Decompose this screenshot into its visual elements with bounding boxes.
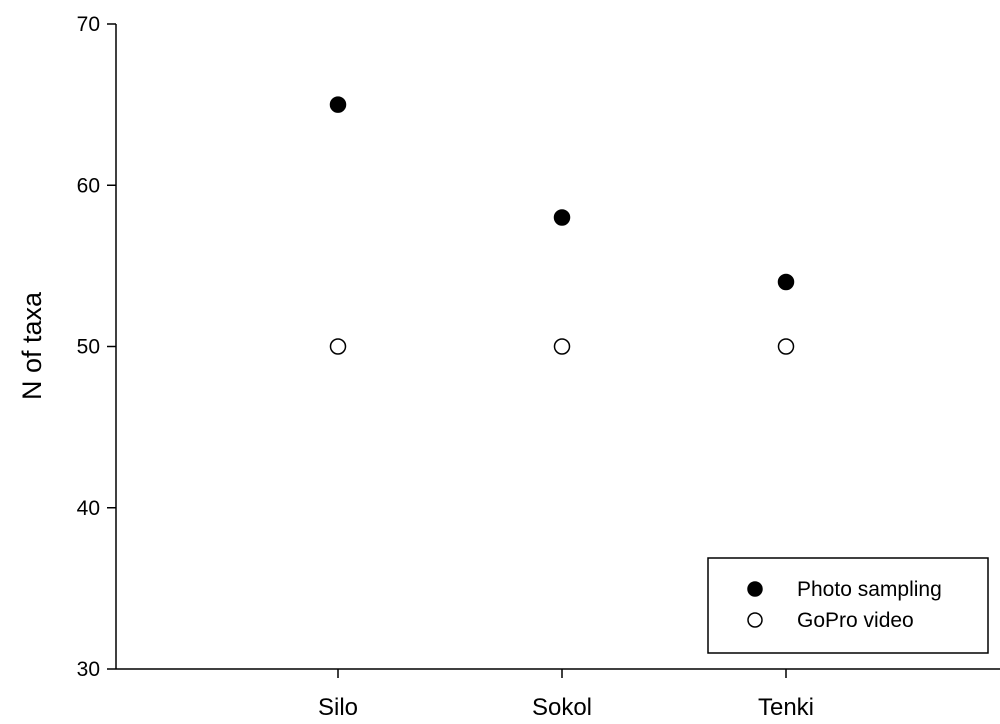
legend-box [707,557,989,654]
x-tick-label: Sokol [532,694,592,721]
gopro-video-point [777,338,795,355]
gopro-video-point [329,338,347,355]
y-axis-ticks: 30 40 50 60 70 [77,13,116,681]
legend-label: Photo sampling [797,578,942,601]
legend-open-marker [747,612,763,628]
data-points [329,96,795,355]
photo-sampling-point [777,273,795,291]
y-tick-label: 30 [77,658,100,681]
y-tick-label: 40 [77,497,100,520]
gopro-video-point [553,338,571,355]
photo-sampling-point [553,209,571,226]
y-tick-label: 60 [77,174,100,197]
x-tick-label: Tenki [758,694,814,721]
x-tick-label: Silo [318,694,358,721]
y-tick-label: 50 [77,336,100,359]
x-axis-ticks: Silo Sokol Tenki [318,669,814,721]
legend-filled-marker [747,581,763,597]
legend-label: GoPro video [797,609,914,632]
y-tick-label: 70 [77,13,100,36]
photo-sampling-point [329,96,347,113]
y-axis-title: N of taxa [17,291,47,400]
legend: Photo sampling GoPro video [707,557,989,654]
